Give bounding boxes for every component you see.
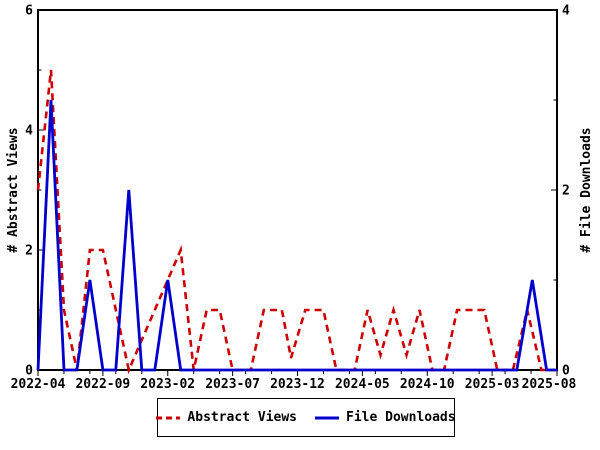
y-right-tick-label: 2 [562, 184, 570, 199]
y-left-tick-label: 6 [25, 4, 33, 19]
x-tick-label: 2024-10 [400, 377, 455, 392]
legend-entry-file-downloads: File Downloads [315, 410, 456, 425]
x-tick-label: 2022-09 [75, 377, 130, 392]
legend-sample-solid-line [315, 416, 339, 419]
legend-sample-dashed-line [156, 416, 181, 419]
y-left-tick-label: 4 [25, 124, 33, 139]
y-left-axis-title: # Abstract Views [6, 127, 21, 252]
legend-label-file-downloads: File Downloads [346, 410, 456, 425]
y-right-tick-label: 0 [562, 364, 570, 379]
series-line-abstract-views [36, 69, 557, 375]
x-tick-label: 2024-05 [335, 377, 390, 392]
x-tick-label: 2023-02 [140, 377, 195, 392]
x-tick-label: 2025-08 [522, 377, 577, 392]
series-line-file-downloads [36, 99, 557, 372]
y-left-tick-label: 2 [25, 244, 33, 259]
legend-entry-abstract-views: Abstract Views [156, 410, 297, 425]
plot-frame [37, 9, 558, 371]
y-left-tick-label: 0 [25, 364, 33, 379]
x-tick-label: 2025-03 [465, 377, 520, 392]
x-tick-label: 2022-04 [11, 377, 66, 392]
x-tick-label: 2023-12 [270, 377, 325, 392]
legend: Abstract Views File Downloads [156, 398, 456, 437]
y-right-axis-title: # File Downloads [579, 127, 594, 252]
plot-generated: 2022-04 2022-09 2023-02 2023-07 2023-12 2024-… [11, 4, 577, 393]
legend-label-abstract-views: Abstract Views [187, 410, 297, 425]
y-right-tick-label: 4 [562, 4, 570, 19]
x-tick-label: 2023-07 [205, 377, 260, 392]
